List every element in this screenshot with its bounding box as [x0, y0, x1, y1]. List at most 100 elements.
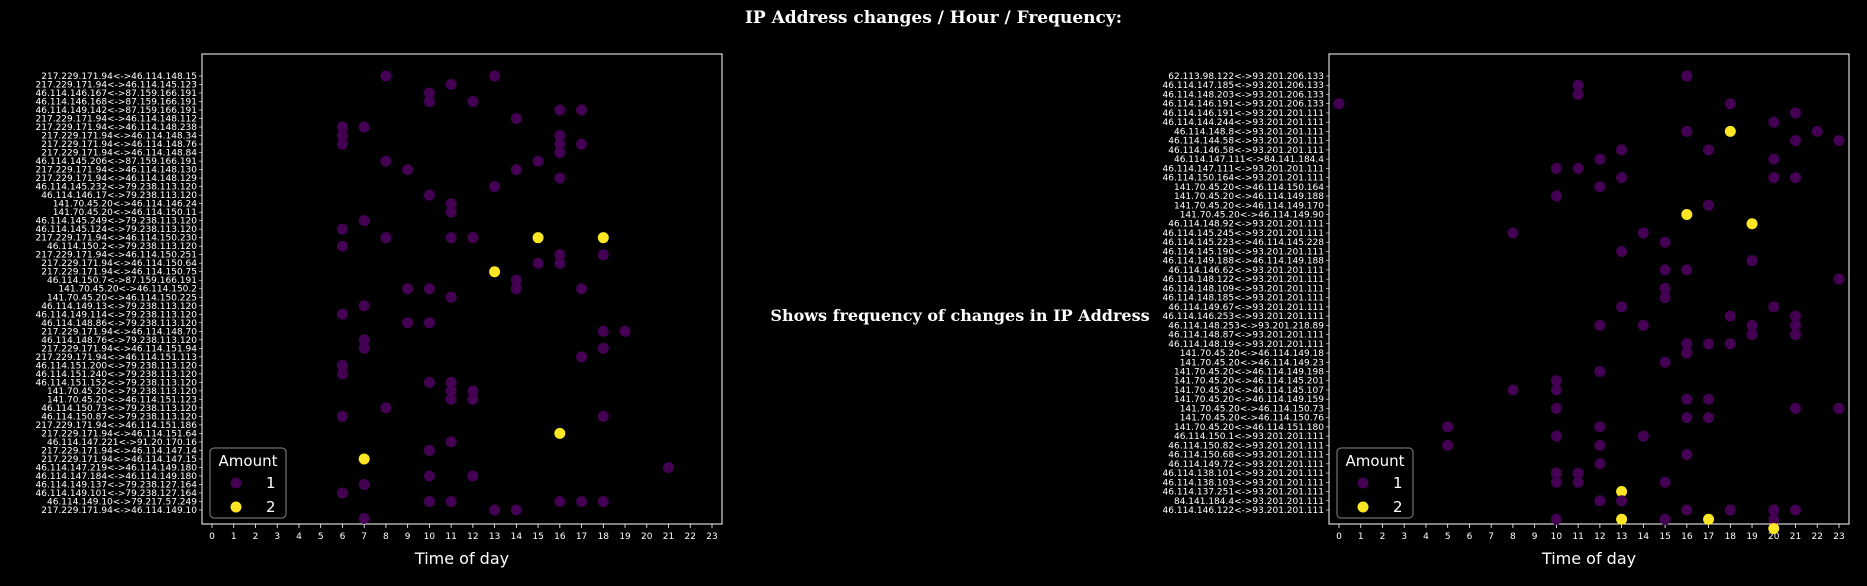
data-point — [489, 70, 501, 82]
x-tick-label: 23 — [706, 532, 717, 542]
x-tick-label: 2 — [1380, 532, 1386, 542]
y-tick-label: 46.114.145.245<->93.201.201.111 — [1163, 229, 1324, 239]
y-tick-label: 217.229.171.94<->46.114.145.123 — [36, 81, 197, 91]
data-point — [1333, 98, 1345, 110]
data-point — [1594, 458, 1606, 470]
y-tick-label: 46.114.147.184<->46.114.149.180 — [36, 472, 198, 482]
y-tick-label: 217.229.171.94<->46.114.151.113 — [36, 353, 197, 363]
y-tick-label: 141.70.45.20<->46.114.149.170 — [1174, 201, 1324, 211]
data-point — [1550, 467, 1562, 479]
y-tick-label: 217.229.171.94<->46.114.148.130 — [36, 166, 198, 176]
data-point — [1442, 439, 1454, 451]
data-point — [510, 164, 522, 176]
y-tick-label: 141.70.45.20<->46.114.149.90 — [1180, 211, 1325, 221]
data-point — [1833, 135, 1845, 147]
data-point — [554, 172, 566, 184]
data-point — [510, 283, 522, 295]
data-point — [380, 155, 392, 167]
y-tick-label: 141.70.45.20<->46.114.149.18 — [1180, 349, 1325, 359]
data-point — [597, 232, 609, 244]
y-tick-label: 217.229.171.94<->46.114.148.84 — [41, 149, 197, 159]
legend-entry: 2 — [1393, 498, 1403, 516]
y-tick-label: 46.114.137.251<->93.201.201.111 — [1163, 488, 1324, 498]
data-point — [358, 334, 370, 346]
x-tick-label: 10 — [424, 532, 436, 542]
x-tick-label: 4 — [1423, 532, 1429, 542]
y-tick-label: 217.229.171.94<->46.114.150.230 — [36, 234, 198, 244]
y-tick-label: 46.114.146.191<->93.201.206.133 — [1163, 100, 1324, 110]
data-point — [1594, 181, 1606, 193]
data-point — [554, 495, 566, 507]
y-tick-label: 141.70.45.20<->46.114.150.164 — [1174, 183, 1324, 193]
y-tick-label: 141.70.45.20<->79.238.113.120 — [47, 387, 197, 397]
legend-marker — [1357, 477, 1369, 489]
data-point — [1659, 236, 1671, 248]
data-point — [445, 79, 457, 91]
legend-marker — [230, 501, 242, 513]
legend-marker — [230, 477, 242, 489]
y-tick-label: 217.229.171.94<->46.114.150.75 — [41, 268, 197, 278]
x-tick-label: 18 — [598, 532, 610, 542]
x-tick-label: 21 — [663, 532, 674, 542]
data-point — [1659, 292, 1671, 304]
data-point — [1703, 144, 1715, 156]
data-point — [1616, 172, 1628, 184]
data-point — [1637, 319, 1649, 331]
data-point — [1572, 476, 1584, 488]
y-tick-label: 141.70.45.20<->46.114.149.198 — [1174, 367, 1324, 377]
x-tick-label: 5 — [1445, 532, 1451, 542]
x-tick-label: 1 — [1358, 532, 1364, 542]
data-point — [1572, 88, 1584, 100]
y-tick-label: 46.114.150.82<->93.201.201.111 — [1168, 441, 1324, 451]
y-tick-label: 46.114.146.253<->93.201.201.111 — [1163, 312, 1324, 322]
data-point — [1790, 310, 1802, 322]
data-point — [336, 240, 348, 252]
axes-frame — [1328, 53, 1850, 525]
data-point — [489, 181, 501, 193]
legend-entry: 2 — [266, 498, 276, 516]
data-point — [489, 504, 501, 516]
x-tick-label: 14 — [511, 532, 523, 542]
data-point — [554, 147, 566, 159]
x-tick-label: 8 — [383, 532, 389, 542]
y-tick-label: 141.70.45.20<->46.114.150.2 — [58, 285, 197, 295]
data-point — [1768, 116, 1780, 128]
y-tick-label: 217.229.171.94<->46.114.150.64 — [41, 259, 197, 269]
data-point — [1681, 412, 1693, 424]
data-point — [1768, 522, 1780, 534]
x-tick-label: 15 — [532, 532, 543, 542]
x-tick-label: 22 — [685, 532, 696, 542]
y-tick-label: 46.114.148.203<->93.201.206.133 — [1163, 90, 1324, 100]
data-point — [1703, 199, 1715, 211]
x-tick-label: 13 — [1616, 532, 1627, 542]
data-point — [576, 351, 588, 363]
data-point — [467, 232, 479, 244]
data-point — [1594, 421, 1606, 433]
x-axis-label: Time of day — [1541, 549, 1636, 568]
data-point — [1550, 513, 1562, 525]
data-point — [1659, 513, 1671, 525]
data-point — [1703, 513, 1715, 525]
legend-entry: 1 — [266, 474, 276, 492]
data-point — [597, 325, 609, 337]
data-point — [445, 198, 457, 210]
x-tick-label: 1 — [231, 532, 237, 542]
y-tick-label: 217.229.171.94<->46.114.151.186 — [36, 421, 198, 431]
x-tick-label: 8 — [1510, 532, 1516, 542]
y-tick-label: 217.229.171.94<->46.114.151.94 — [41, 344, 197, 354]
data-point — [597, 249, 609, 261]
y-tick-label: 46.114.148.253<->93.201.218.89 — [1168, 321, 1324, 331]
data-point — [445, 385, 457, 397]
data-point — [1681, 125, 1693, 137]
data-point — [336, 130, 348, 142]
data-point — [336, 359, 348, 371]
x-tick-label: 7 — [361, 532, 367, 542]
data-point — [1724, 504, 1736, 516]
data-point — [1594, 319, 1606, 331]
y-tick-label: 141.70.45.20<->46.114.150.11 — [53, 208, 197, 218]
data-point — [1746, 218, 1758, 230]
y-tick-label: 46.114.151.152<->79.238.113.120 — [36, 378, 198, 388]
data-point — [1790, 329, 1802, 341]
data-point — [1790, 504, 1802, 516]
